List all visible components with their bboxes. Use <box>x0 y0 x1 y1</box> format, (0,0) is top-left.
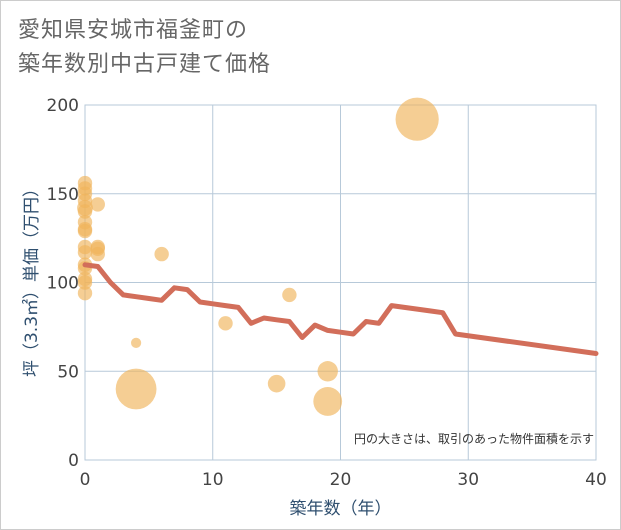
x-tick-label: 30 <box>457 470 479 490</box>
bubble-point <box>77 245 93 260</box>
bubble-point <box>154 246 169 262</box>
bubble-point <box>77 223 93 239</box>
bubble-point <box>267 374 286 393</box>
chart-title-line-2: 築年数別中古戸建て価格 <box>18 52 272 77</box>
bubble-point <box>77 275 93 290</box>
bubble-point <box>317 361 338 382</box>
bubble-series <box>77 97 439 416</box>
bubble-point <box>115 368 157 410</box>
y-tick-label: 100 <box>47 274 79 294</box>
bubble-point <box>313 387 343 416</box>
chart-title-line-1: 愛知県安城市福釜町の <box>18 18 249 43</box>
bubble-point <box>90 246 105 262</box>
bubble-size-note: 円の大きさは、取引のあった物件面積を示す <box>354 431 594 446</box>
bubble-point <box>282 287 297 303</box>
y-tick-label: 150 <box>47 185 79 205</box>
y-tick-label: 200 <box>47 96 79 116</box>
bubble-point <box>218 316 233 331</box>
y-tick-label: 0 <box>68 451 79 471</box>
bubble-point <box>77 285 93 301</box>
x-tick-label: 0 <box>80 470 91 490</box>
y-tick-label: 50 <box>57 362 79 382</box>
x-axis-title: 築年数（年） <box>290 499 392 519</box>
trend-line <box>82 262 599 356</box>
x-tick-label: 20 <box>330 470 352 490</box>
axis-ticks: 0 10 20 30 40 0 50 100 150 200 <box>47 96 607 490</box>
x-tick-label: 10 <box>202 470 224 490</box>
trend-line-series <box>82 262 599 356</box>
bubble-point <box>90 197 105 212</box>
bubble-point <box>395 97 439 141</box>
bubble-point <box>77 204 93 219</box>
bubble-point <box>131 337 142 348</box>
y-axis-title: 坪（3.3㎡）単価（万円） <box>22 180 42 377</box>
x-tick-label: 40 <box>585 470 607 490</box>
chart-title: 愛知県安城市福釜町の 築年数別中古戸建て価格 <box>18 14 271 82</box>
